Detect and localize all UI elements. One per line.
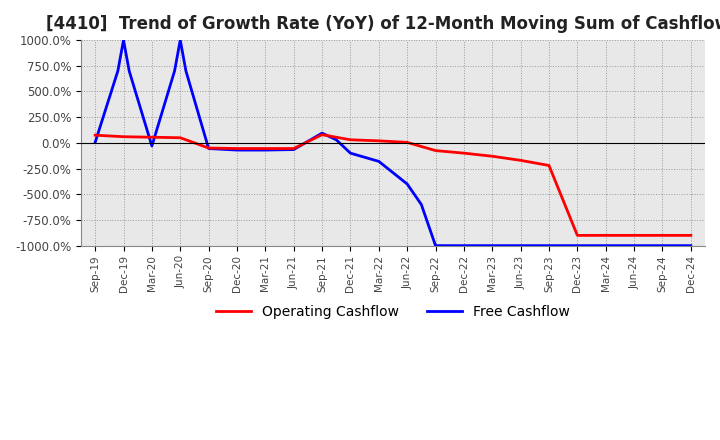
Operating Cashflow xyxy=(601,233,610,238)
Operating Cashflow xyxy=(346,137,355,143)
Operating Cashflow xyxy=(431,148,440,153)
Operating Cashflow xyxy=(233,146,241,151)
Operating Cashflow xyxy=(289,146,298,151)
Operating Cashflow xyxy=(516,158,525,163)
Free Cashflow xyxy=(120,37,128,43)
Operating Cashflow xyxy=(261,146,270,151)
Free Cashflow xyxy=(114,68,122,73)
Free Cashflow xyxy=(459,243,468,248)
Operating Cashflow xyxy=(204,145,213,150)
Operating Cashflow xyxy=(459,150,468,156)
Operating Cashflow xyxy=(658,233,667,238)
Operating Cashflow xyxy=(544,163,553,168)
Legend: Operating Cashflow, Free Cashflow: Operating Cashflow, Free Cashflow xyxy=(211,300,575,325)
Free Cashflow xyxy=(125,68,133,73)
Free Cashflow xyxy=(346,150,355,156)
Free Cashflow xyxy=(630,243,639,248)
Operating Cashflow xyxy=(176,135,184,140)
Line: Operating Cashflow: Operating Cashflow xyxy=(95,135,690,235)
Free Cashflow xyxy=(431,243,440,248)
Operating Cashflow xyxy=(686,233,695,238)
Free Cashflow xyxy=(181,68,190,73)
Free Cashflow xyxy=(91,140,99,145)
Free Cashflow xyxy=(233,147,241,153)
Free Cashflow xyxy=(261,147,270,153)
Free Cashflow xyxy=(148,143,156,149)
Free Cashflow xyxy=(417,202,426,207)
Operating Cashflow xyxy=(630,233,639,238)
Free Cashflow xyxy=(374,159,383,164)
Operating Cashflow xyxy=(91,132,99,138)
Free Cashflow xyxy=(544,243,553,248)
Free Cashflow xyxy=(170,68,179,73)
Operating Cashflow xyxy=(120,134,128,139)
Operating Cashflow xyxy=(318,132,326,137)
Line: Free Cashflow: Free Cashflow xyxy=(95,40,690,246)
Free Cashflow xyxy=(204,146,213,151)
Operating Cashflow xyxy=(148,135,156,140)
Free Cashflow xyxy=(318,131,326,136)
Operating Cashflow xyxy=(403,140,412,145)
Title: [4410]  Trend of Growth Rate (YoY) of 12-Month Moving Sum of Cashflows: [4410] Trend of Growth Rate (YoY) of 12-… xyxy=(46,15,720,33)
Operating Cashflow xyxy=(488,154,497,159)
Operating Cashflow xyxy=(573,233,582,238)
Free Cashflow xyxy=(176,37,184,43)
Free Cashflow xyxy=(403,181,412,187)
Free Cashflow xyxy=(573,243,582,248)
Free Cashflow xyxy=(601,243,610,248)
Free Cashflow xyxy=(658,243,667,248)
Free Cashflow xyxy=(289,147,298,152)
Free Cashflow xyxy=(686,243,695,248)
Free Cashflow xyxy=(516,243,525,248)
Operating Cashflow xyxy=(374,138,383,143)
Free Cashflow xyxy=(488,243,497,248)
Free Cashflow xyxy=(332,137,341,143)
